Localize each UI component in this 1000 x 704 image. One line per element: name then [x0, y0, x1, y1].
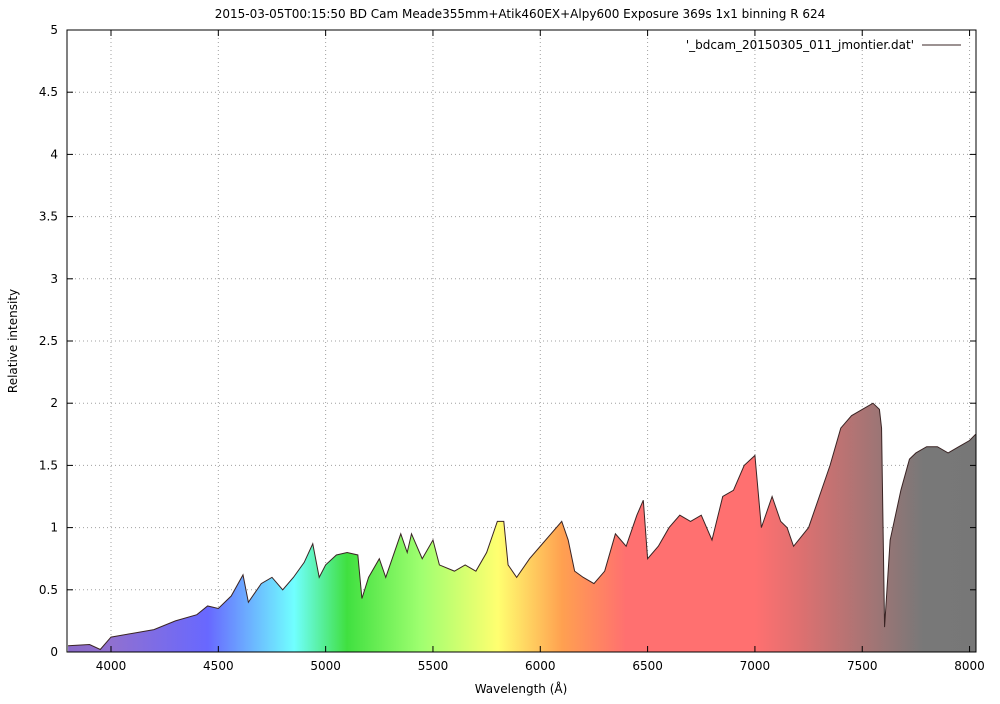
x-tick-label: 8000 — [954, 659, 985, 673]
y-axis-label: Relative intensity — [6, 289, 20, 393]
y-tick-label: 2.5 — [39, 334, 58, 348]
x-tick-label: 5000 — [310, 659, 341, 673]
y-tick-label: 5 — [50, 23, 58, 37]
y-tick-label: 0.5 — [39, 583, 58, 597]
y-tick-label: 3 — [50, 272, 58, 286]
x-tick-label: 4000 — [96, 659, 127, 673]
x-tick-label: 6000 — [525, 659, 556, 673]
legend-label: '_bdcam_20150305_011_jmontier.dat' — [686, 38, 914, 52]
spectrum-fill — [68, 403, 976, 652]
x-tick-label: 7500 — [847, 659, 878, 673]
x-axis-label: Wavelength (Å) — [475, 681, 568, 696]
y-tick-label: 1 — [50, 521, 58, 535]
y-tick-label: 2 — [50, 396, 58, 410]
y-tick-label: 4.5 — [39, 85, 58, 99]
x-tick-label: 6500 — [632, 659, 663, 673]
x-tick-label: 5500 — [418, 659, 449, 673]
spectrum-line — [68, 402, 976, 651]
y-tick-label: 1.5 — [39, 458, 58, 472]
plot-area: 4000 4500 5000 5500 6000 6500 7000 7500 8000 0 0.5… — [39, 23, 985, 673]
y-tick-label: 4 — [50, 147, 58, 161]
y-tick-label: 3.5 — [39, 210, 58, 224]
x-tick-label: 7000 — [740, 659, 771, 673]
x-tick-label: 4500 — [203, 659, 234, 673]
chart-title: 2015-03-05T00:15:50 BD Cam Meade355mm+At… — [215, 7, 826, 21]
y-tick-label: 0 — [50, 645, 58, 659]
